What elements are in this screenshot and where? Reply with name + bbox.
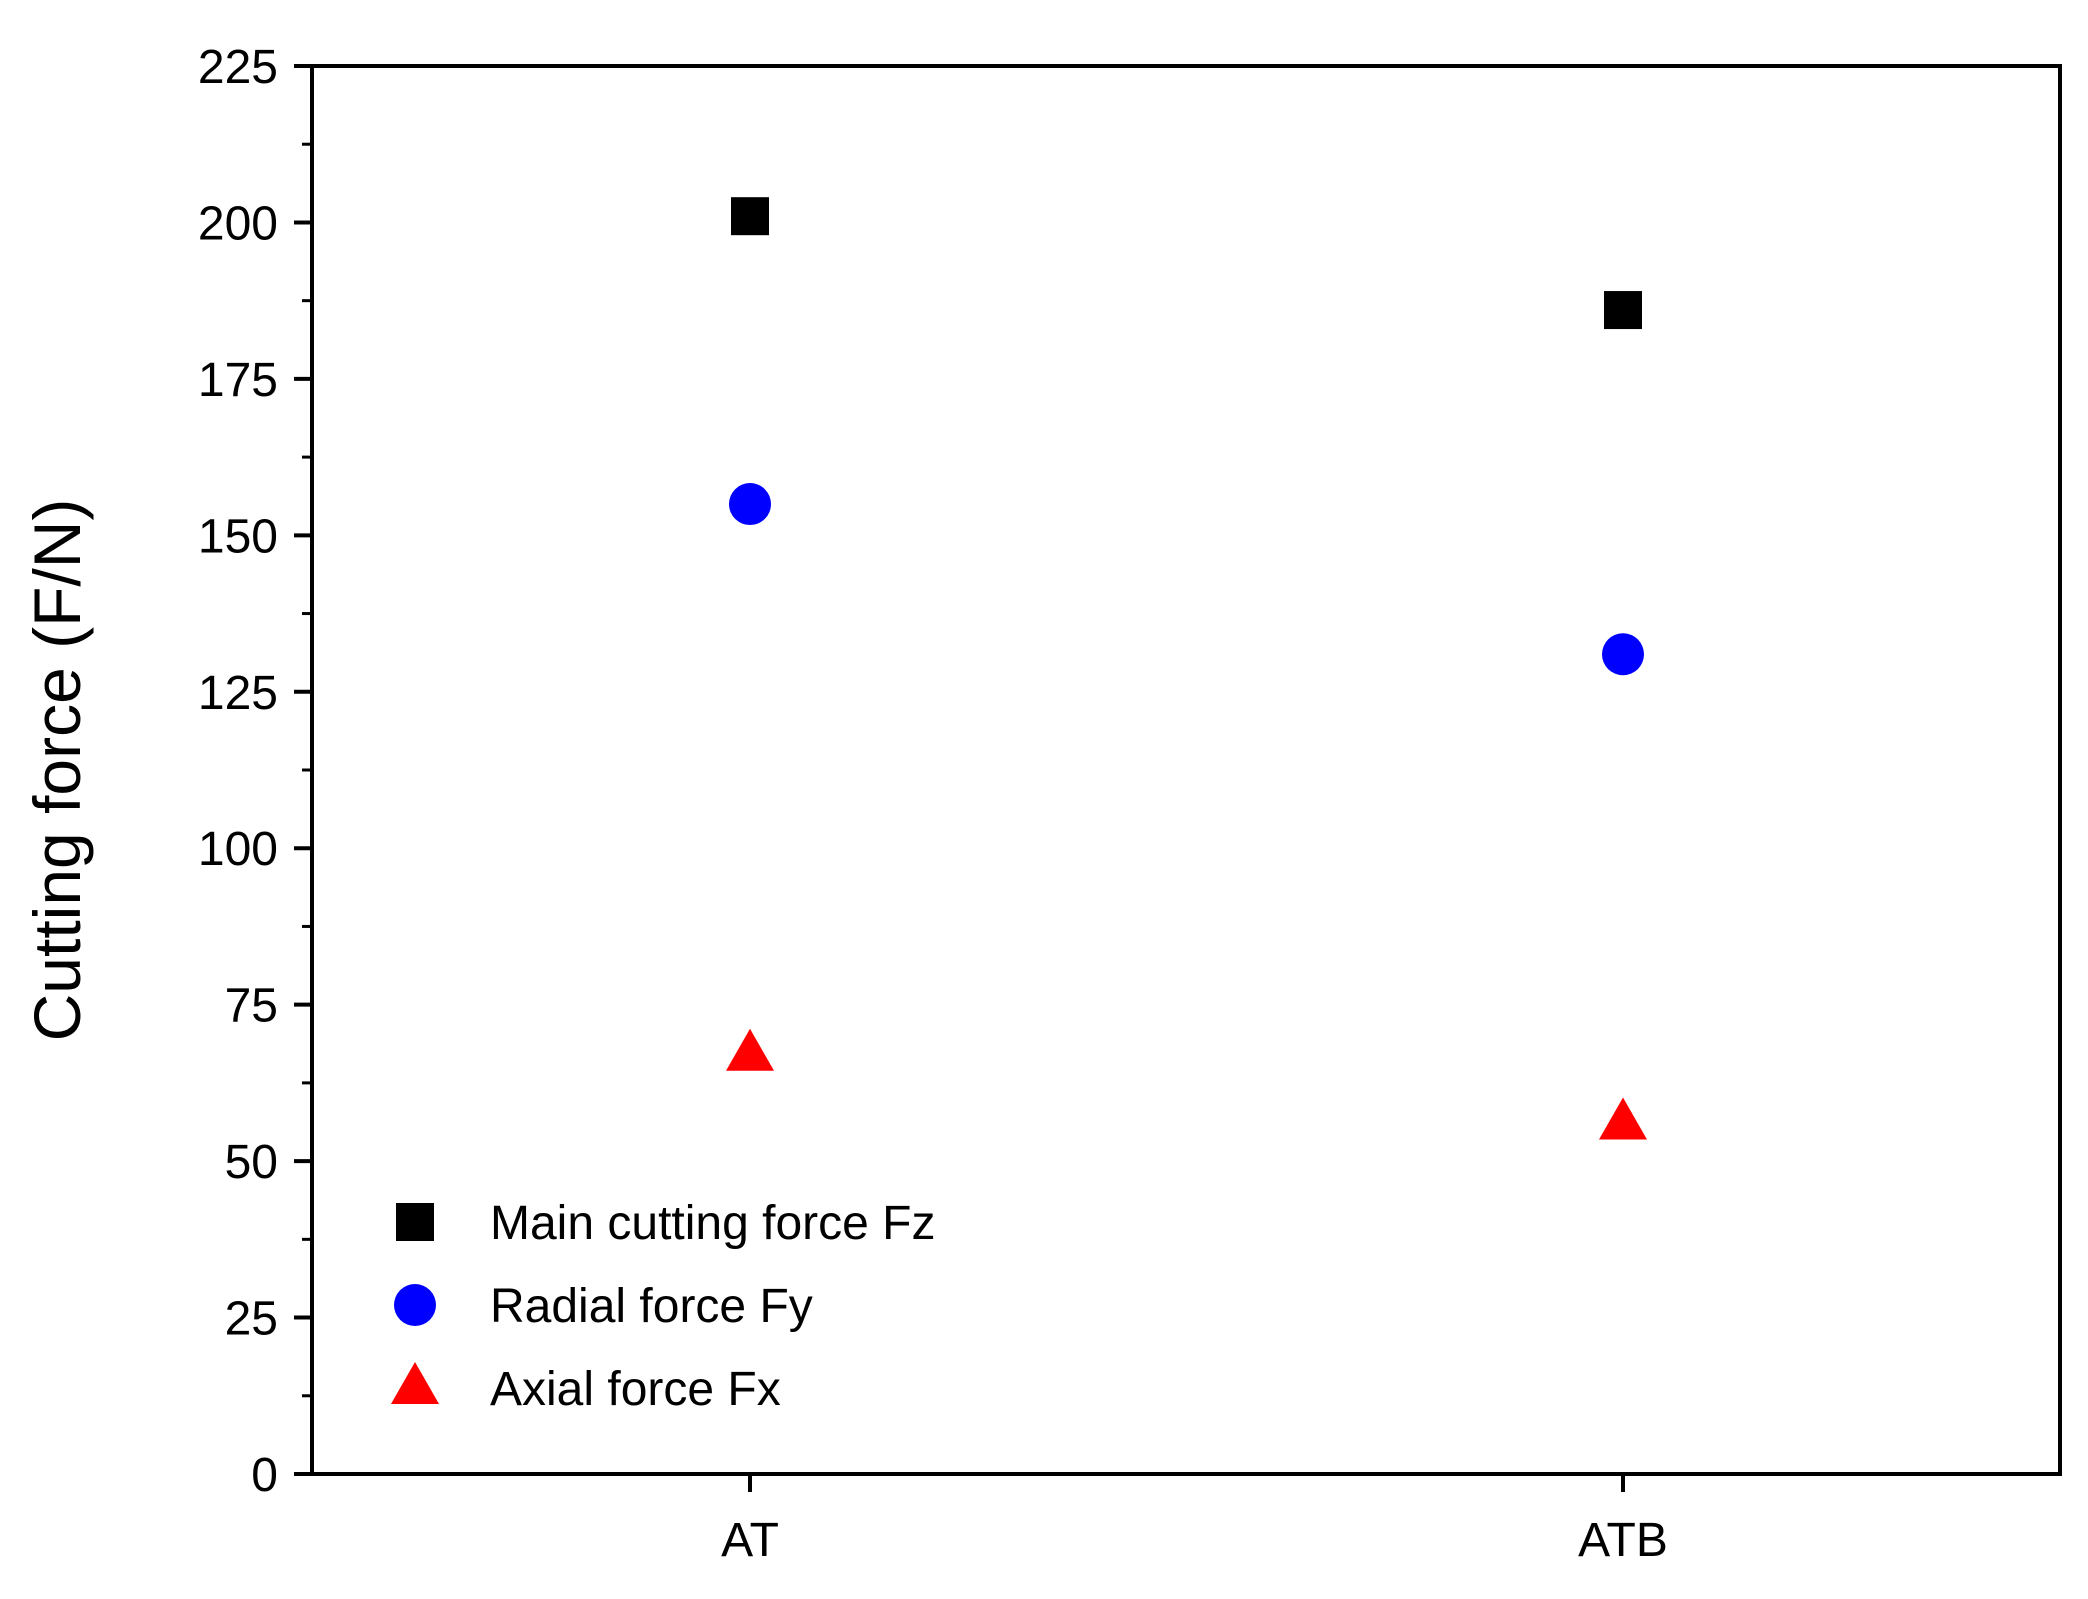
legend-marker-square — [396, 1203, 434, 1241]
y-tick-label: 125 — [198, 667, 278, 720]
legend-label: Main cutting force Fz — [490, 1197, 936, 1250]
y-tick-label: 50 — [225, 1136, 278, 1189]
x-axis-ticks: AT ATB — [721, 1474, 1668, 1567]
y-tick-label: 0 — [251, 1449, 278, 1502]
data-point-circle — [729, 483, 771, 526]
y-axis-title: Cutting force (F/N) — [20, 499, 94, 1042]
plot-frame — [310, 64, 2062, 1476]
legend-marker-triangle — [391, 1361, 439, 1404]
y-tick-label: 225 — [198, 41, 278, 94]
legend-label: Radial force Fy — [490, 1280, 813, 1333]
data-point-triangle — [1599, 1097, 1647, 1140]
y-tick-label: 75 — [225, 980, 278, 1033]
data-point-triangle — [726, 1028, 774, 1071]
y-tick-label: 25 — [225, 1293, 278, 1346]
y-tick-label: 150 — [198, 510, 278, 563]
data-point-square — [1604, 291, 1642, 330]
y-tick-label: 200 — [198, 197, 278, 250]
data-marks — [726, 197, 1647, 1140]
y-axis-ticks: 0 25 50 75 100 125 150 175 200 225 — [198, 41, 2060, 1502]
x-tick-label: AT — [721, 1514, 779, 1567]
x-tick-label: ATB — [1578, 1514, 1668, 1567]
y-tick-label: 175 — [198, 354, 278, 407]
legend-marker-circle — [394, 1284, 436, 1326]
y-tick-label: 100 — [198, 823, 278, 876]
legend: Main cutting force Fz Radial force Fy Axia… — [391, 1197, 936, 1416]
data-point-square — [731, 197, 769, 236]
legend-label: Axial force Fx — [490, 1363, 781, 1416]
data-point-circle — [1602, 633, 1644, 676]
